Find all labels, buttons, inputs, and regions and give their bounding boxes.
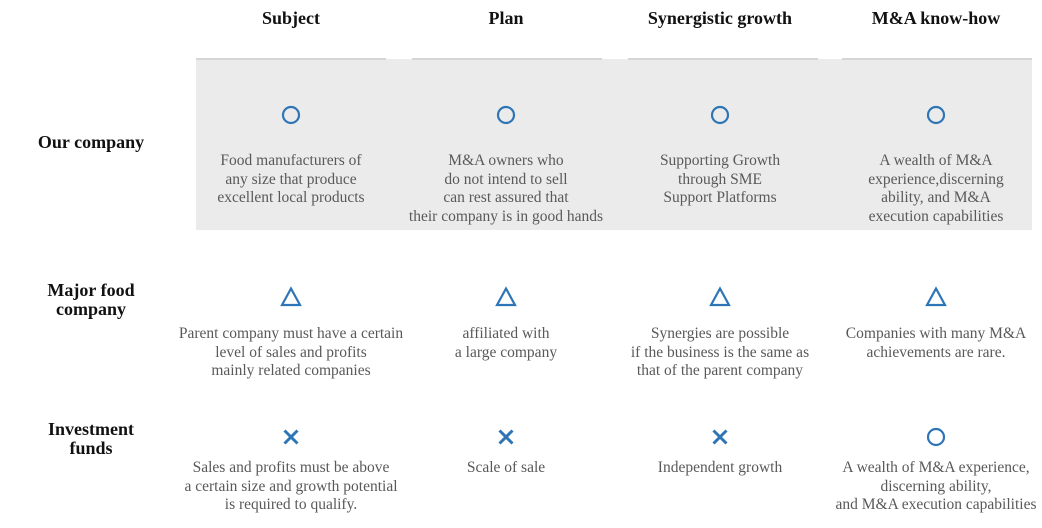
cell-mark [600, 286, 840, 308]
cell-text: Sales and profits must be above a certai… [184, 459, 398, 513]
triangle-mark-icon [709, 286, 731, 307]
circle-mark-icon [710, 105, 730, 125]
cell-mark [816, 104, 1042, 126]
circle-mark-icon [926, 427, 946, 447]
cell-text: Parent company must have a certain level… [178, 325, 404, 379]
cell-text: Synergies are possible if the business i… [630, 325, 810, 379]
cell-mark [386, 426, 626, 448]
column-header-underline [842, 58, 1032, 60]
cell-text: Scale of sale [466, 459, 546, 476]
cell-text: M&A owners who do not intend to sell can… [408, 152, 604, 225]
cell-mark [600, 426, 840, 448]
cell-text: Independent growth [657, 459, 783, 476]
circle-mark-icon [926, 105, 946, 125]
row-label-2: Major food company [47, 280, 135, 319]
triangle-mark-icon [495, 286, 517, 307]
circle-mark-icon [496, 105, 516, 125]
column-header-4: M&A know-how [871, 8, 1001, 28]
cross-mark-icon [283, 429, 299, 445]
triangle-mark-icon [925, 286, 947, 307]
cell-text: affiliated with a large company [454, 325, 558, 361]
cell-mark [171, 426, 411, 448]
row-label-1: Our company [37, 132, 145, 152]
column-header-underline [196, 58, 386, 60]
column-header-underline [412, 58, 602, 60]
cell-mark [171, 104, 411, 126]
column-header-2: Plan [488, 8, 524, 28]
cell-mark [386, 286, 626, 308]
column-header-1: Subject [262, 8, 320, 28]
column-header-underline [628, 58, 818, 60]
cell-text: Companies with many M&A achievements are… [845, 325, 1027, 361]
cross-mark-icon [712, 429, 728, 445]
triangle-mark-icon [280, 286, 302, 307]
cell-mark [816, 286, 1042, 308]
row-label-3: Investment funds [48, 419, 134, 458]
circle-mark-icon [281, 105, 301, 125]
cell-mark [600, 104, 840, 126]
cell-mark [171, 286, 411, 308]
cell-text: A wealth of M&A experience,discerning ab… [868, 152, 1004, 225]
cell-mark [816, 426, 1042, 448]
column-header-3: Synergistic growth [647, 8, 793, 28]
cell-mark [386, 104, 626, 126]
cell-text: A wealth of M&A experience, discerning a… [835, 459, 1037, 513]
our-company-highlight-band [196, 59, 1032, 230]
cell-text: Food manufacturers of any size that prod… [217, 152, 365, 206]
cross-mark-icon [498, 429, 514, 445]
cell-text: Supporting Growth through SME Support Pl… [659, 152, 781, 206]
